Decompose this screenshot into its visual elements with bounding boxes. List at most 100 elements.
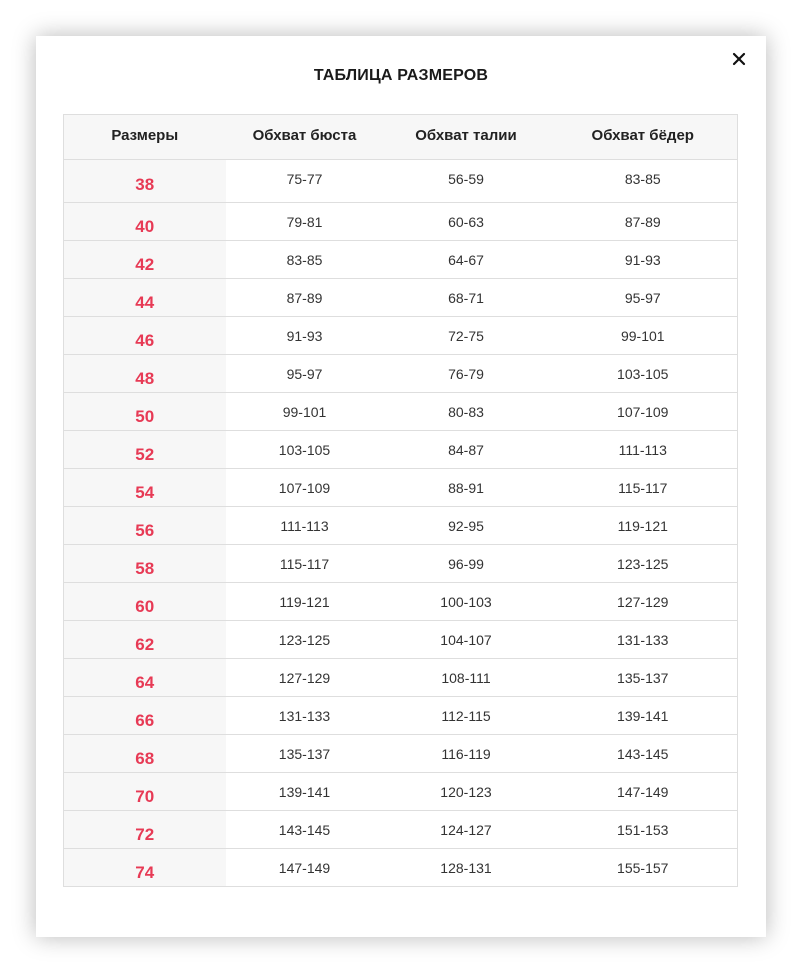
bust-cell: 135-137 [225,734,384,773]
hips-cell: 111-113 [548,430,738,469]
column-header-hips: Обхват бёдер [548,114,738,160]
waist-cell: 60-63 [383,202,549,241]
bust-cell: 139-141 [225,772,384,811]
column-header-bust: Обхват бюста [225,114,384,160]
table-row: 44 87-89 68-71 95-97 [63,278,738,317]
bust-cell: 79-81 [225,202,384,241]
bust-cell: 107-109 [225,468,384,507]
bust-cell: 143-145 [225,810,384,849]
table-row: 74 147-149 128-131 155-157 [63,848,738,887]
hips-cell: 127-129 [548,582,738,621]
table-row: 72 143-145 124-127 151-153 [63,810,738,849]
waist-cell: 88-91 [383,468,549,507]
table-row: 64 127-129 108-111 135-137 [63,658,738,697]
bust-cell: 119-121 [225,582,384,621]
waist-cell: 80-83 [383,392,549,431]
size-cell: 68 [63,734,226,773]
table-row: 38 75-77 56-59 83-85 [63,159,738,203]
hips-cell: 83-85 [624,171,661,187]
bust-cell: 131-133 [225,696,384,735]
size-cell: 48 [63,354,226,393]
size-cell: 40 [63,202,226,241]
bust-cell: 95-97 [225,354,384,393]
hips-cell: 91-93 [548,240,738,279]
waist-cell: 112-115 [383,696,549,735]
size-cell: 54 [63,468,226,507]
table-row: 40 79-81 60-63 87-89 [63,202,738,241]
size-cell: 50 [63,392,226,431]
waist-cell: 124-127 [383,810,549,849]
table-body: 38 75-77 56-59 83-85 40 79-81 60-63 87-89 42 83-8… [63,159,738,887]
size-chart-modal: ТАБЛИЦА РАЗМЕРОВ Размеры Обхват бюста Об… [36,36,766,937]
table-row: 60 119-121 100-103 127-129 [63,582,738,621]
hips-cell: 147-149 [548,772,738,811]
modal-title: ТАБЛИЦА РАЗМЕРОВ [313,67,489,84]
bust-cell: 115-117 [225,544,384,583]
hips-cell: 107-109 [548,392,738,431]
size-cell: 58 [63,544,226,583]
size-cell: 74 [63,848,226,887]
waist-cell: 64-67 [383,240,549,279]
size-cell: 70 [63,772,226,811]
waist-cell: 104-107 [383,620,549,659]
waist-cell: 100-103 [383,582,549,621]
hips-cell: 95-97 [548,278,738,317]
close-icon [732,52,746,66]
bust-cell: 83-85 [225,240,384,279]
table-row: 46 91-93 72-75 99-101 [63,316,738,355]
hips-cell: 123-125 [548,544,738,583]
bust-cell: 75-77 [286,171,323,187]
column-header-waist: Обхват талии [383,114,549,160]
size-cell: 52 [63,430,226,469]
hips-cell: 87-89 [548,202,738,241]
size-cell: 42 [63,240,226,279]
hips-cell: 135-137 [548,658,738,697]
size-cell: 56 [63,506,226,545]
bust-cell: 91-93 [225,316,384,355]
hips-cell: 119-121 [548,506,738,545]
hips-cell: 131-133 [548,620,738,659]
close-button[interactable] [730,50,748,68]
table-row: 68 135-137 116-119 143-145 [63,734,738,773]
column-header-size: Размеры [63,114,226,160]
waist-cell: 56-59 [448,171,484,187]
waist-cell: 116-119 [383,734,549,773]
size-cell: 60 [63,582,226,621]
waist-cell: 96-99 [383,544,549,583]
table-row: 58 115-117 96-99 123-125 [63,544,738,583]
waist-cell: 120-123 [383,772,549,811]
bust-cell: 99-101 [225,392,384,431]
waist-cell: 68-71 [383,278,549,317]
size-cell: 64 [63,658,226,697]
table-row: 66 131-133 112-115 139-141 [63,696,738,735]
hips-cell: 151-153 [548,810,738,849]
size-cell: 38 [63,159,226,203]
waist-cell: 128-131 [383,848,549,887]
waist-cell: 72-75 [383,316,549,355]
table-header-row: Размеры Обхват бюста Обхват талии Обхват… [63,114,738,160]
size-cell: 62 [63,620,226,659]
bust-cell: 123-125 [225,620,384,659]
hips-cell: 139-141 [548,696,738,735]
waist-cell: 92-95 [383,506,549,545]
table-row: 70 139-141 120-123 147-149 [63,772,738,811]
bust-cell: 111-113 [225,506,384,545]
waist-cell: 108-111 [383,658,549,697]
hips-cell: 115-117 [548,468,738,507]
size-cell: 66 [63,696,226,735]
hips-cell: 103-105 [548,354,738,393]
table-row: 42 83-85 64-67 91-93 [63,240,738,279]
size-cell: 72 [63,810,226,849]
hips-cell: 155-157 [548,848,738,887]
table-row: 54 107-109 88-91 115-117 [63,468,738,507]
table-row: 50 99-101 80-83 107-109 [63,392,738,431]
table-row: 52 103-105 84-87 111-113 [63,430,738,469]
size-cell: 46 [63,316,226,355]
hips-cell: 143-145 [548,734,738,773]
bust-cell: 87-89 [225,278,384,317]
bust-cell: 103-105 [225,430,384,469]
bust-cell: 127-129 [225,658,384,697]
waist-cell: 76-79 [383,354,549,393]
table-row: 62 123-125 104-107 131-133 [63,620,738,659]
waist-cell: 84-87 [383,430,549,469]
